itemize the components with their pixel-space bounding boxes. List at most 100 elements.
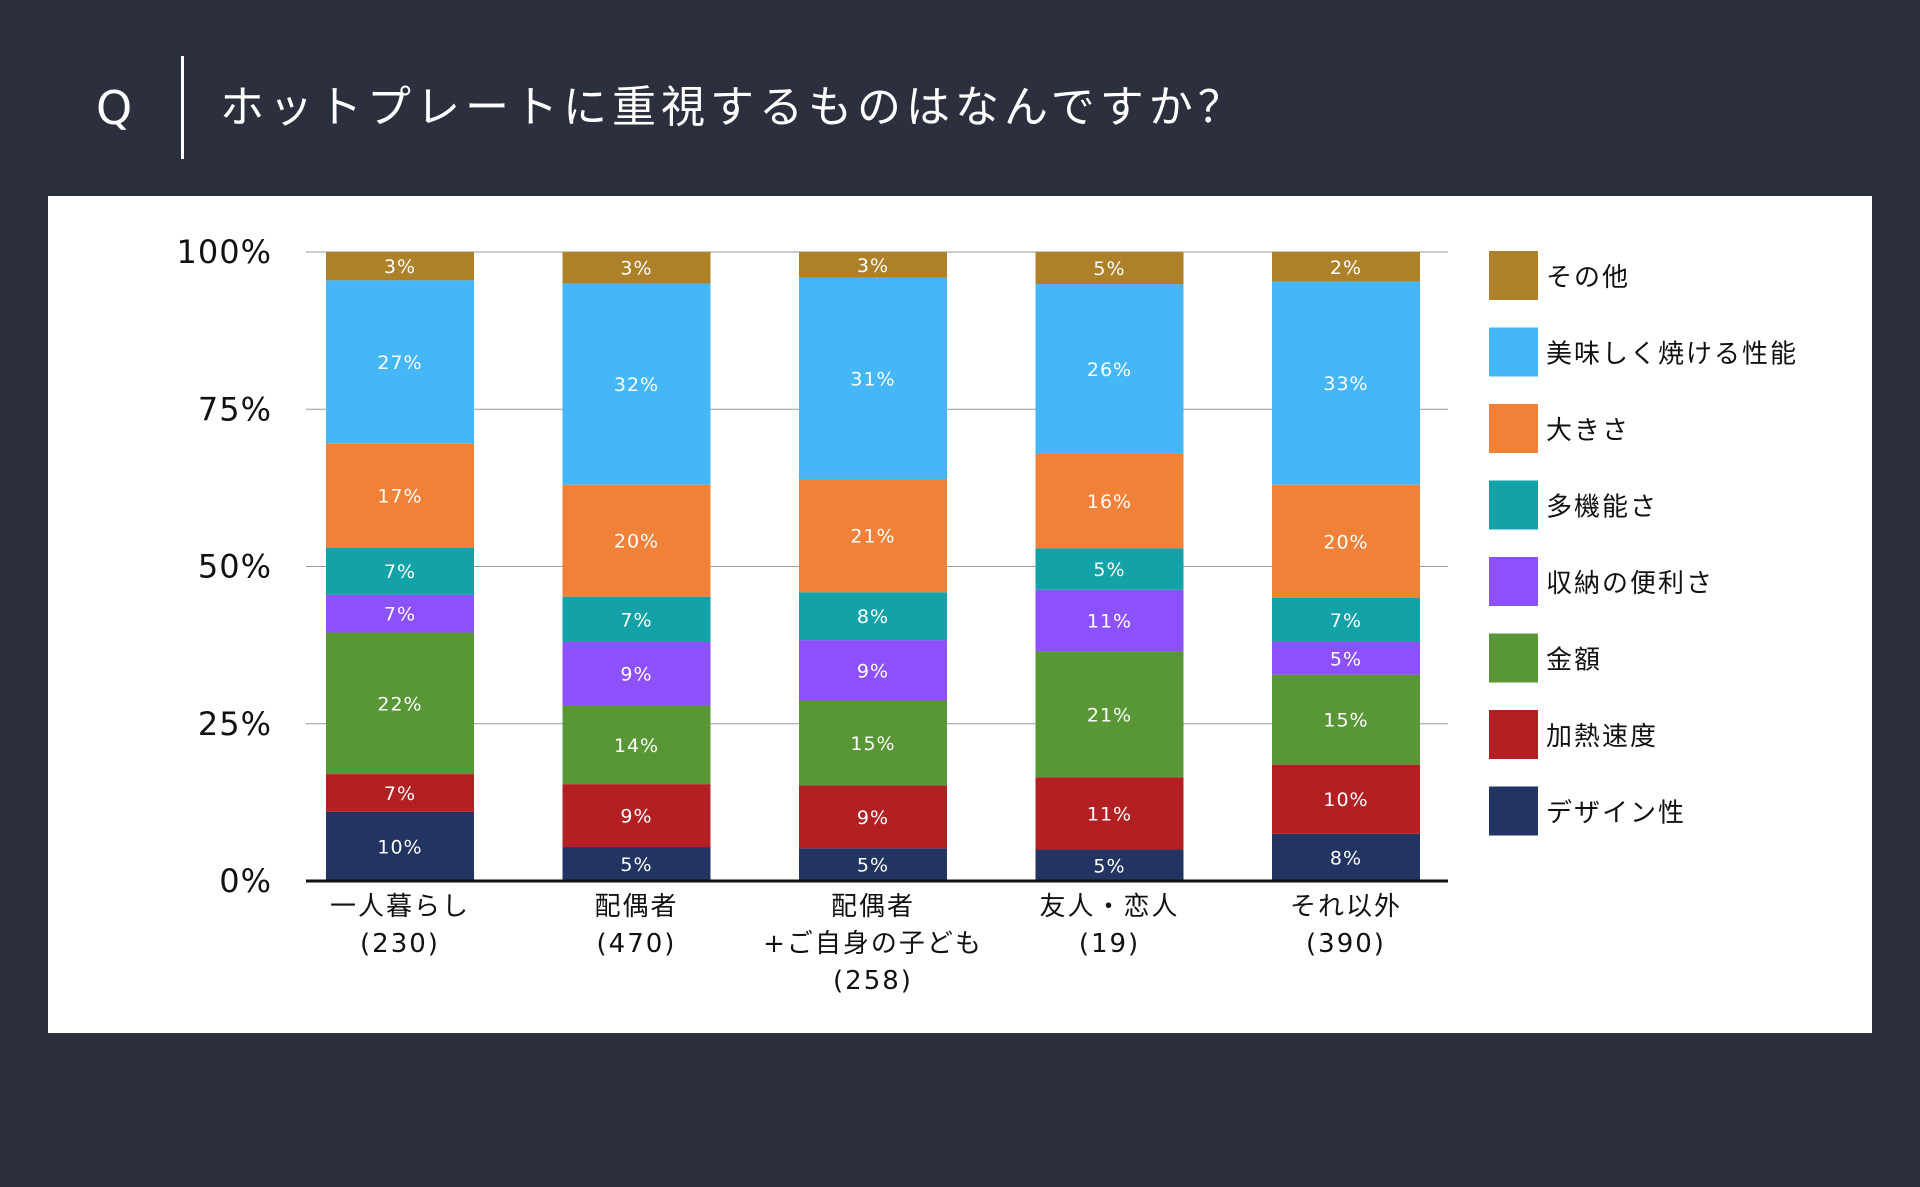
bar-segment: [1035, 284, 1184, 454]
bar-segment: [326, 632, 474, 775]
y-tick-label: 100%: [177, 233, 272, 271]
legend-label: 加熱速度: [1546, 722, 1658, 752]
legend-swatch: [1489, 786, 1538, 836]
x-tick-label: +ご自身の子ども: [763, 929, 983, 959]
data-label: 5%: [1093, 258, 1125, 280]
data-label: 5%: [1093, 559, 1125, 581]
data-label: 5%: [1093, 855, 1125, 877]
bar-segment: [1035, 548, 1184, 590]
data-label: 3%: [620, 258, 652, 280]
bar-segment: [799, 479, 947, 593]
data-label: 9%: [620, 664, 652, 686]
bar-segment: [326, 774, 474, 812]
bar-segment: [1272, 281, 1420, 485]
bar-segment: [1035, 252, 1184, 285]
legend-swatch: [1489, 710, 1538, 759]
bar-segment: [562, 252, 711, 284]
bar-segment: [562, 784, 711, 848]
bar-segment: [562, 484, 711, 597]
y-tick-label: 25%: [198, 705, 272, 743]
chart-panel: 0% 25% 50% 75% 100% 10% 7% 22% 7% 7% 17% 27% 3% 一人暮らし…: [48, 196, 1872, 1187]
data-label: 21%: [1087, 704, 1132, 726]
bar-segment: [799, 277, 947, 480]
bar-segment: [562, 641, 711, 706]
bar-segment: [1035, 651, 1184, 778]
bar-segment: [1035, 849, 1184, 881]
data-label: 5%: [857, 855, 889, 877]
bar-segment: [1272, 674, 1420, 765]
data-label: 22%: [377, 693, 422, 715]
bar-segment: [1272, 641, 1420, 675]
bar-segment: [1035, 453, 1184, 549]
brand-logo-underline: [140, 1183, 267, 1187]
data-label: 11%: [1087, 803, 1132, 825]
bar-segment: [1035, 777, 1184, 850]
data-label: 9%: [620, 806, 652, 828]
legend-swatch: [1489, 251, 1538, 300]
stacked-bar-chart: 0% 25% 50% 75% 100% 10% 7% 22% 7% 7% 17% 27% 3% 一人暮らし…: [177, 233, 1797, 996]
data-label: 17%: [377, 486, 422, 508]
data-label: 7%: [620, 609, 652, 631]
data-label: 32%: [614, 374, 659, 396]
bar-segment: [326, 547, 474, 595]
data-label: 7%: [384, 783, 416, 805]
page-title: ホットプレートに重視するものはなんですか？: [220, 82, 1247, 133]
data-label: 27%: [377, 352, 422, 374]
x-tick-label: それ以外: [1290, 892, 1402, 922]
data-label: 7%: [1330, 610, 1362, 632]
bar-segment: [326, 252, 474, 281]
x-tick-label: (390): [1306, 929, 1386, 959]
bar-segment: [799, 848, 947, 881]
data-label: 7%: [384, 561, 416, 583]
bar-segment: [326, 594, 474, 633]
bar-segment: [1035, 589, 1184, 652]
data-label: 20%: [614, 531, 659, 553]
legend-swatch: [1489, 633, 1538, 683]
data-label: 8%: [1330, 847, 1362, 869]
x-tick-label: 一人暮らし: [330, 892, 470, 922]
question-marker: Q: [96, 81, 133, 135]
x-tick-label: 配偶者: [831, 892, 915, 922]
bar-segment: [326, 280, 474, 444]
data-label: 14%: [614, 735, 659, 757]
x-tick-label: (470): [597, 929, 677, 959]
bar-segment: [562, 283, 711, 485]
y-tick-label: 75%: [198, 390, 272, 428]
data-label: 10%: [377, 836, 422, 858]
bar-segment: [562, 596, 711, 642]
legend-swatch: [1489, 404, 1538, 453]
y-tick-label: 0%: [219, 862, 272, 900]
data-label: 26%: [1087, 359, 1132, 381]
bar-segment: [1272, 252, 1420, 282]
data-label: 9%: [857, 807, 889, 829]
x-tick-label: (230): [360, 929, 440, 959]
bar-segment: [1272, 764, 1420, 834]
data-label: 20%: [1323, 531, 1368, 553]
bar-segment: [799, 592, 947, 641]
bar-segment: [799, 252, 947, 278]
legend-swatch: [1489, 327, 1538, 377]
legend-label: その他: [1546, 263, 1630, 293]
bar-segment: [562, 705, 711, 785]
legend-label: 大きさ: [1546, 416, 1630, 446]
x-tick-label: 配偶者: [594, 892, 678, 922]
x-tick-label: (258): [833, 966, 913, 996]
bar-segment: [799, 785, 947, 849]
data-label: 8%: [857, 606, 889, 628]
data-label: 3%: [857, 255, 889, 277]
legend-swatch: [1489, 480, 1538, 530]
data-label: 33%: [1323, 373, 1368, 395]
data-label: 9%: [857, 660, 889, 682]
data-label: 15%: [1323, 710, 1368, 732]
data-label: 31%: [850, 368, 895, 390]
legend-swatch: [1489, 557, 1538, 606]
legend-label: 金額: [1546, 646, 1602, 676]
data-label: 16%: [1087, 491, 1132, 513]
bar-segment: [562, 847, 711, 881]
data-label: 11%: [1087, 611, 1132, 633]
data-label: 3%: [384, 256, 416, 278]
bar-segment: [1272, 597, 1420, 642]
bar-segment: [799, 700, 947, 786]
x-tick-label: (19): [1079, 929, 1140, 959]
legend-label: 収納の便利さ: [1546, 569, 1714, 599]
